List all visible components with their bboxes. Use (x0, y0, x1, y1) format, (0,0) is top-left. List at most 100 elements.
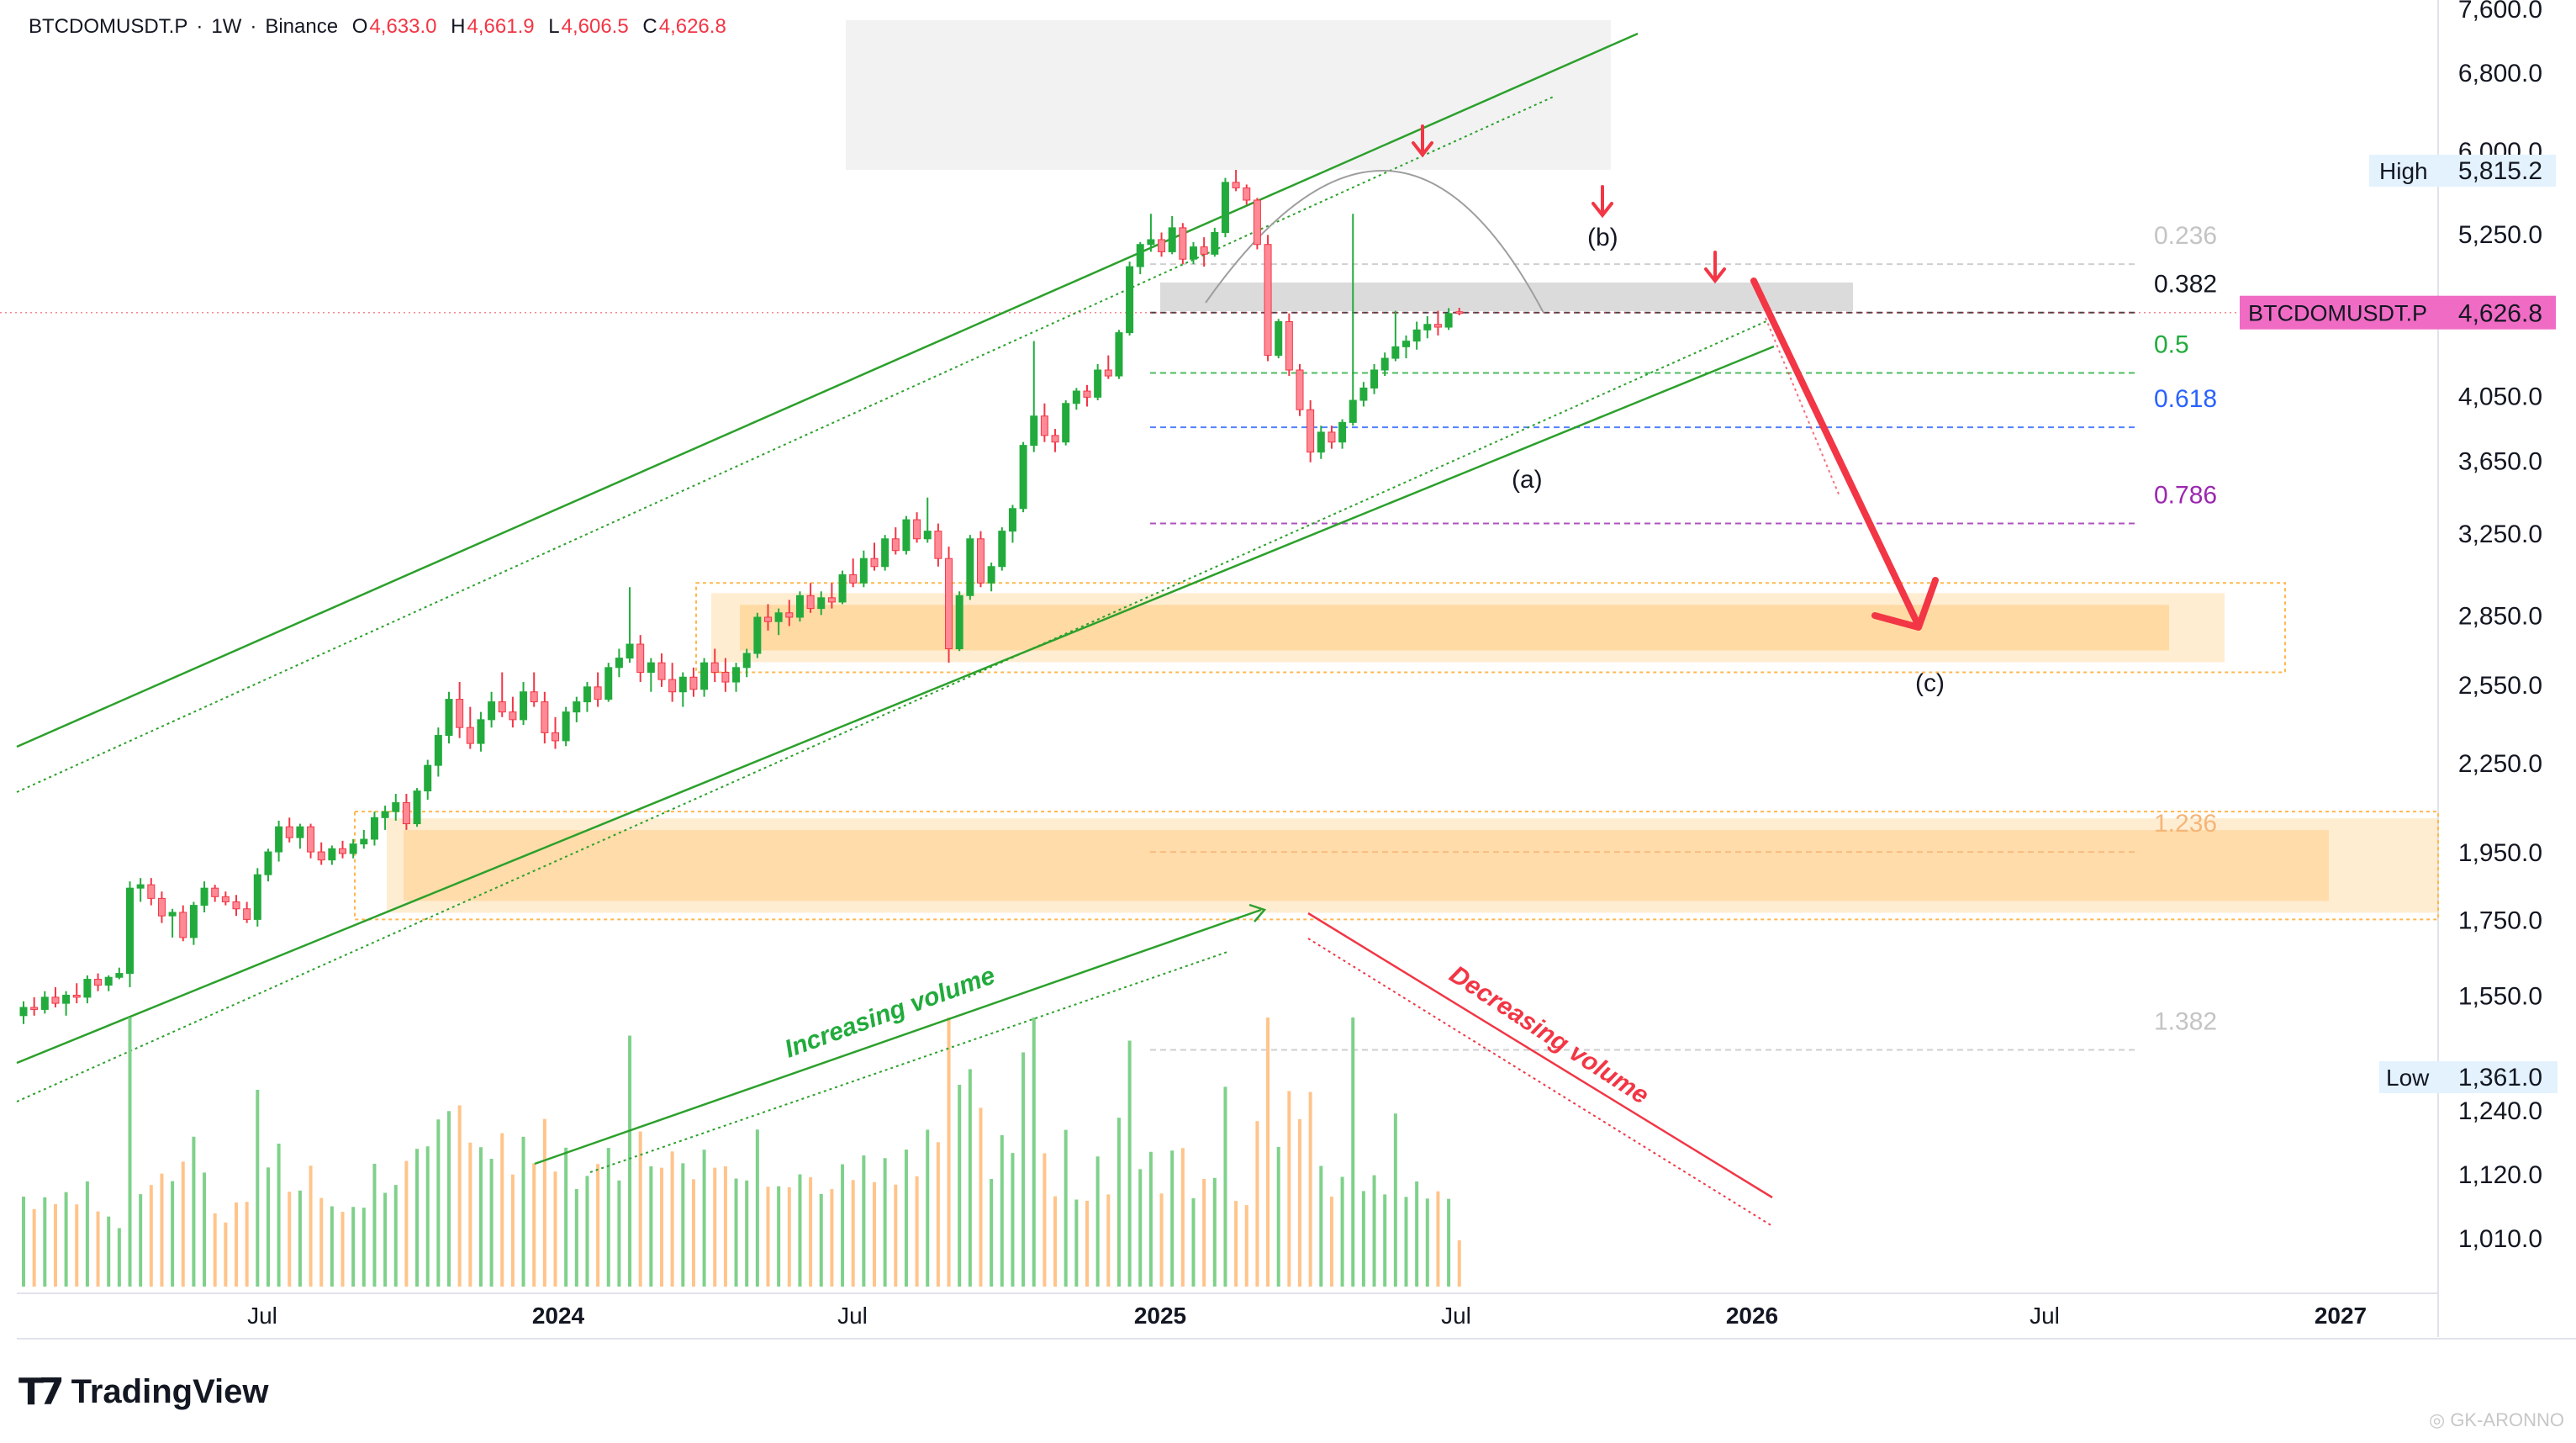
candle-body (1083, 390, 1091, 398)
volume-bar (1351, 1018, 1355, 1287)
blurred-region (846, 20, 1611, 170)
candle-body (189, 905, 198, 938)
candle-body (955, 595, 963, 650)
volume-bar (1404, 1197, 1408, 1287)
close-value: 4,626.8 (658, 15, 726, 38)
wave-label-c: (c) (1915, 669, 1945, 697)
volume-bar (1244, 1205, 1248, 1287)
candle-body (179, 912, 187, 938)
volume-bar (1032, 1018, 1036, 1287)
volume-bar (425, 1146, 430, 1287)
high-label: H (451, 15, 466, 38)
candle-body (62, 994, 71, 1004)
candle-body (1275, 320, 1283, 357)
volume-bar (171, 1181, 175, 1287)
candle-body (51, 996, 60, 1004)
volume-bar (1234, 1201, 1238, 1287)
volume-bar (990, 1179, 994, 1287)
volume-bar (606, 1148, 610, 1287)
candle-body (296, 826, 304, 838)
candle-body (1433, 324, 1442, 328)
candle-body (477, 719, 485, 744)
candle-body (1306, 409, 1315, 453)
candle-body (764, 616, 772, 622)
candle-body (147, 884, 156, 899)
candle-body (328, 848, 336, 861)
price-axis-label: 2,550.0 (2458, 672, 2542, 700)
volume-bar (1457, 1240, 1461, 1287)
volume-bar (288, 1192, 292, 1287)
candle-body (211, 887, 219, 897)
volume-bar (1255, 1121, 1259, 1287)
price-axis-label: 1,120.0 (2458, 1161, 2542, 1189)
fib-level-label: 0.5 (2154, 331, 2189, 359)
candle-body (700, 662, 709, 690)
candle-body (1147, 239, 1155, 246)
volume-bar (1361, 1191, 1365, 1287)
fib-level-label: 1.382 (2154, 1007, 2217, 1035)
volume-bar (489, 1159, 494, 1287)
volume-bar (628, 1035, 632, 1287)
header-symbol[interactable]: BTCDOMUSDT.P (29, 15, 188, 38)
candle-body (1338, 421, 1347, 443)
price-axis-label: 1,950.0 (2458, 839, 2542, 867)
volume-bar (192, 1136, 196, 1287)
candle-body (721, 672, 730, 683)
candle-body (541, 701, 549, 733)
volume-bar (139, 1194, 143, 1287)
candle-body (753, 616, 762, 654)
volume-bar (670, 1151, 674, 1287)
volume-bar (468, 1142, 472, 1287)
candle-body (1455, 311, 1464, 314)
volume-bar (787, 1187, 791, 1287)
candle-body (806, 595, 815, 610)
volume-bar (235, 1202, 238, 1287)
high-badge-value: 5,815.2 (2458, 157, 2542, 185)
candle-body (424, 764, 432, 792)
price-axis-label: 1,750.0 (2458, 906, 2542, 934)
low-badge-label: Low (2386, 1065, 2430, 1091)
candle-body (902, 519, 911, 552)
volume-bar (660, 1167, 663, 1287)
volume-decrease-dotted (1307, 938, 1773, 1227)
candle-body (19, 1007, 28, 1017)
candle-body (307, 826, 315, 853)
candle-body (466, 727, 474, 744)
candle-body (339, 848, 346, 854)
price-axis-label: 3,250.0 (2458, 521, 2542, 548)
candle-body (1232, 182, 1240, 188)
candle-body (1444, 313, 1453, 328)
tradingview-branding[interactable]: T7 TradingView (18, 1371, 269, 1414)
volume-bar (245, 1202, 249, 1287)
volume-bar (841, 1164, 845, 1287)
volume-bar (798, 1174, 802, 1287)
volume-bar (1202, 1178, 1206, 1287)
volume-bar (1021, 1052, 1026, 1287)
candle-body (456, 699, 464, 728)
candle-body (1221, 182, 1229, 233)
candle-body (615, 658, 623, 669)
volume-bar (213, 1213, 217, 1287)
pivot-arrow-icon (1412, 124, 1433, 158)
volume-bar (1212, 1177, 1217, 1287)
candle-body (168, 912, 177, 917)
volume-bar (1415, 1181, 1419, 1287)
header-interval[interactable]: 1W (211, 15, 242, 38)
volume-bar (873, 1181, 876, 1287)
volume-bar (1148, 1151, 1153, 1287)
candle-body (1243, 187, 1251, 201)
candle-body (498, 701, 506, 713)
volume-bar (766, 1187, 770, 1287)
candle-body (392, 802, 400, 812)
volume-bar (968, 1069, 972, 1287)
candle-body (1200, 246, 1208, 255)
candle-body (1126, 266, 1134, 334)
volume-bar (351, 1207, 356, 1287)
volume-bar (915, 1176, 919, 1287)
candle-body (1264, 244, 1272, 357)
volume-bar (830, 1188, 834, 1287)
projection-arrow-head-icon (1871, 577, 1939, 631)
volume-bar (149, 1185, 153, 1287)
volume-bar (1106, 1194, 1111, 1287)
